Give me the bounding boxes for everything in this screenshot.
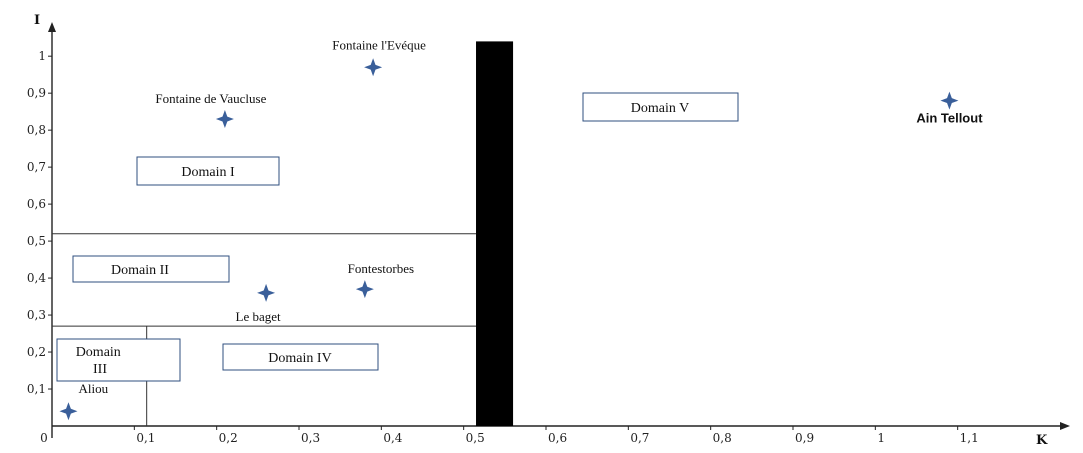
domain-label-5: Domain V: [631, 101, 689, 116]
domain-label-3: Domain III: [76, 345, 125, 377]
point-label: Aliou: [78, 381, 108, 396]
x-tick-label: 0,2: [219, 431, 238, 445]
domain-label-4: Domain IV: [268, 351, 331, 366]
y-tick-label: 0,5: [27, 234, 46, 248]
x-ticks: 0 0,1 0,2 0,3 0,4 0,5 0,6 0,7 0,8 0,9 1 1,1: [40, 426, 979, 445]
point-label: Fontaine l'Evéque: [332, 37, 426, 52]
data-point: Ain Tellout: [916, 91, 983, 126]
star-marker-icon: [355, 280, 374, 299]
data-point: Fontaine l'Evéque: [332, 37, 426, 77]
point-label: Fontaine de Vaucluse: [155, 91, 266, 106]
data-point: Fontestorbes: [348, 261, 414, 299]
y-tick-label: 0,9: [27, 86, 46, 100]
domain-box-4: Domain IV: [222, 343, 379, 371]
y-tick-label: 0,7: [27, 160, 46, 174]
domain-box-3: Domain III: [56, 338, 181, 382]
y-tick-label: 0,4: [27, 271, 46, 285]
star-marker-icon: [364, 58, 383, 77]
y-ticks: 0,1 0,2 0,3 0,4 0,5 0,6 0,7 0,8 0,9 1: [27, 49, 52, 396]
x-tick-label: 0,4: [383, 431, 402, 445]
domain-label-1: Domain I: [181, 165, 235, 180]
domain-box-5: Domain V: [582, 92, 739, 122]
point-label: Le baget: [236, 309, 282, 324]
star-marker-icon: [215, 110, 234, 129]
x-tick-label: 0,6: [548, 431, 567, 445]
x-tick-label: 1: [877, 431, 885, 445]
threshold-band: [476, 41, 514, 426]
data-point: Fontaine de Vaucluse: [155, 91, 267, 129]
domain-box-2: Domain II: [72, 255, 230, 283]
y-tick-label: 0,1: [27, 382, 46, 396]
y-axis-title: I: [34, 13, 40, 28]
x-tick-label: 0: [40, 431, 48, 445]
x-tick-label: 0,9: [795, 431, 814, 445]
y-tick-label: 0,2: [27, 345, 46, 359]
star-marker-icon: [940, 91, 959, 110]
point-label: Ain Tellout: [916, 111, 983, 126]
data-point: Le baget: [236, 283, 282, 324]
y-tick-label: 1: [38, 49, 46, 63]
x-axis-title: K: [1036, 433, 1048, 448]
point-label: Fontestorbes: [348, 261, 414, 276]
domain-label-2: Domain II: [111, 263, 169, 278]
y-tick-label: 0,3: [27, 308, 46, 322]
data-points: Fontaine l'Evéque Fontaine de Vaucluse Fon…: [59, 37, 983, 421]
star-marker-icon: [257, 283, 276, 302]
x-axis-arrow: [1060, 422, 1070, 430]
domain-label-3-line-1: Domain: [76, 345, 121, 360]
domain-box-1: Domain I: [136, 156, 280, 186]
data-point: Aliou: [59, 381, 109, 421]
star-marker-icon: [59, 402, 78, 421]
x-tick-label: 0,1: [136, 431, 155, 445]
x-tick-label: 0,3: [301, 431, 320, 445]
x-tick-label: 0,8: [713, 431, 732, 445]
y-axis-arrow: [48, 22, 56, 32]
x-tick-label: 0,7: [630, 431, 649, 445]
x-tick-label: 1,1: [960, 431, 979, 445]
domain-label-3-line-2: III: [93, 362, 107, 377]
x-tick-label: 0,5: [466, 431, 485, 445]
y-tick-label: 0,8: [27, 123, 46, 137]
y-tick-label: 0,6: [27, 197, 46, 211]
